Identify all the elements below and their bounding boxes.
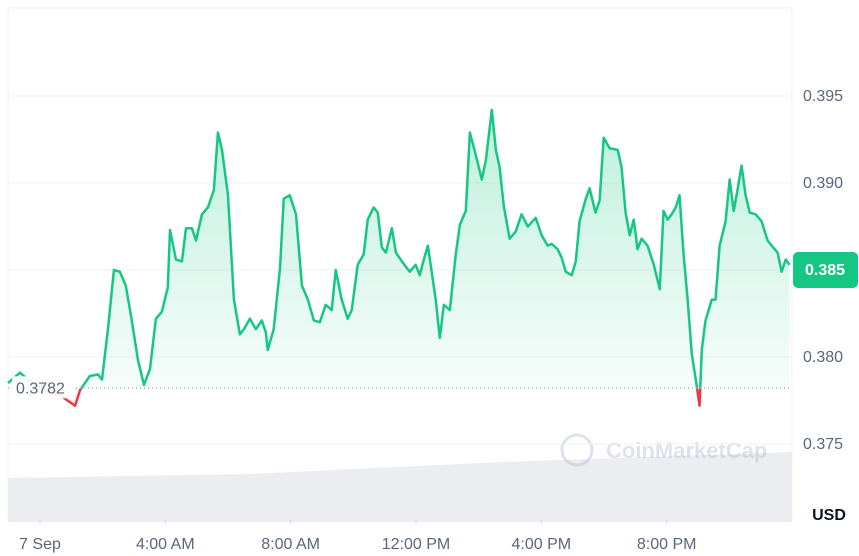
y-tick-label: 0.380: [803, 349, 843, 366]
x-tick-label: 7 Sep: [19, 536, 61, 553]
watermark: CoinMarketCap: [560, 433, 767, 467]
y-tick-label: 0.375: [803, 436, 843, 453]
x-tick-label: 8:00 AM: [261, 536, 320, 553]
y-tick-label: 0.390: [803, 175, 843, 192]
volume-area: [8, 452, 792, 522]
current-price-label: 0.385: [805, 262, 845, 279]
x-tick-label: 4:00 AM: [136, 536, 195, 553]
baseline-label-bg: [12, 376, 76, 399]
price-area: [8, 109, 790, 389]
price-line-up: [7, 108, 791, 389]
watermark-text: CoinMarketCap: [606, 438, 767, 463]
x-tick-label: 8:00 PM: [637, 536, 697, 553]
baseline-label: 0.3782: [16, 381, 65, 398]
y-tick-label: 0.395: [803, 88, 843, 105]
x-tick-label: 12:00 PM: [382, 536, 450, 553]
x-tick-label: 4:00 PM: [512, 536, 572, 553]
current-price-box: [793, 252, 858, 289]
y-unit: USD: [812, 507, 846, 524]
